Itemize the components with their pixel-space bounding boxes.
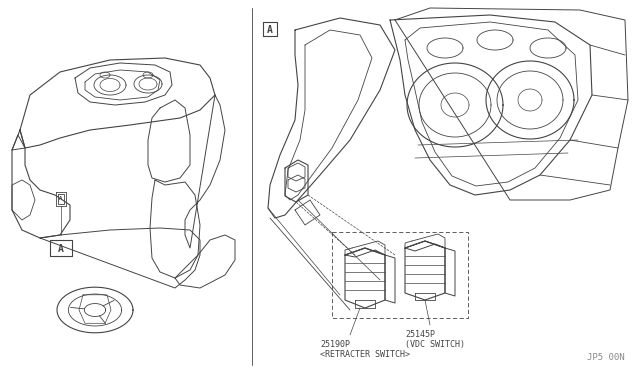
Text: 25190P: 25190P — [320, 340, 350, 349]
Text: JP5 00N: JP5 00N — [588, 353, 625, 362]
Text: <RETRACTER SWITCH>: <RETRACTER SWITCH> — [320, 350, 410, 359]
Text: (VDC SWITCH): (VDC SWITCH) — [405, 340, 465, 349]
Text: A: A — [58, 244, 64, 254]
Text: A: A — [60, 196, 63, 202]
Text: A: A — [267, 25, 273, 35]
Text: 25145P: 25145P — [405, 330, 435, 339]
